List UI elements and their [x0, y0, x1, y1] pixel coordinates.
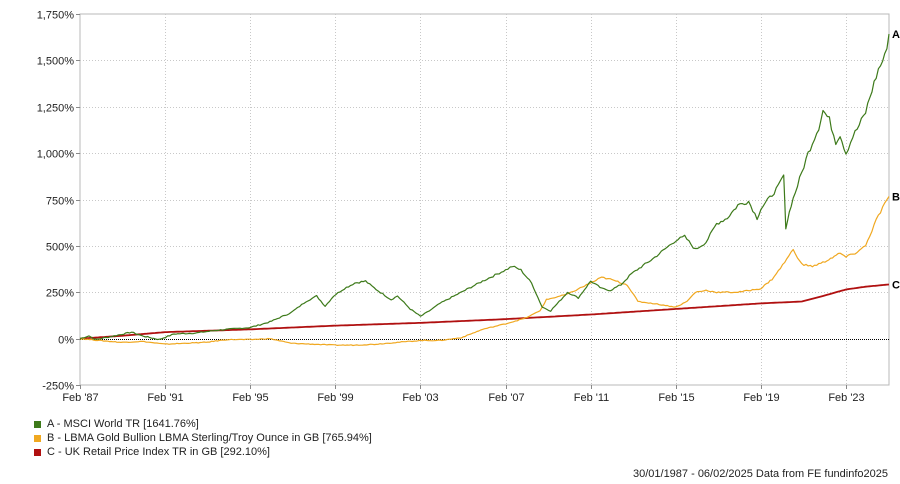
x-tick-label: Feb '91 — [147, 392, 183, 404]
x-tick-label: Feb '95 — [232, 392, 268, 404]
plot-frame — [79, 13, 890, 386]
legend-item: A - MSCI World TR [1641.76%] — [34, 417, 372, 431]
y-tick-label: -250% — [42, 381, 74, 393]
series-end-label-c: C — [892, 279, 900, 291]
series-layer — [79, 33, 890, 347]
footer-source: 30/01/1987 - 06/02/2025 Data from FE fun… — [632, 468, 888, 480]
x-tick-label: Feb '19 — [743, 392, 779, 404]
chart-svg: -250% 0% 250% 500% 750% 1,000% 1,250% 1,500% 1,7… — [37, 10, 900, 405]
x-tick-label: Feb '03 — [402, 392, 438, 404]
series-line-b — [79, 196, 890, 347]
legend-swatch-c — [34, 448, 41, 456]
y-tick-label: 1,250% — [37, 103, 75, 115]
y-tick-label: 500% — [46, 242, 74, 254]
x-tick-label: Feb '87 — [62, 392, 98, 404]
x-tick-label: Feb '23 — [828, 392, 864, 404]
legend-label-b: B - LBMA Gold Bullion LBMA Sterling/Troy… — [47, 432, 372, 444]
y-tick-label: 0% — [58, 335, 74, 347]
axis-layer: -250% 0% 250% 500% 750% 1,000% 1,250% 1,500% 1,7… — [37, 10, 865, 405]
series-end-label-a: A — [892, 29, 900, 41]
x-tick-label: Feb '99 — [317, 392, 353, 404]
legend-item: B - LBMA Gold Bullion LBMA Sterling/Troy… — [34, 431, 372, 445]
legend-swatch-b — [34, 434, 41, 442]
y-tick-label: 1,750% — [37, 10, 75, 22]
end-label-layer: C B A — [892, 29, 900, 291]
series-line-a — [79, 33, 890, 341]
x-tick-label: Feb '15 — [658, 392, 694, 404]
legend-swatch-a — [34, 420, 41, 428]
y-tick-label: 250% — [46, 288, 74, 300]
legend: A - MSCI World TR [1641.76%] B - LBMA Go… — [34, 417, 372, 459]
y-tick-label: 1,000% — [37, 149, 75, 161]
x-tick-label: Feb '07 — [488, 392, 524, 404]
grid-layer — [79, 13, 890, 386]
legend-label-c: C - UK Retail Price Index TR in GB [292.… — [47, 446, 270, 458]
y-tick-label: 1,500% — [37, 56, 75, 68]
series-end-label-b: B — [892, 192, 900, 204]
x-tick-label: Feb '11 — [574, 392, 610, 404]
legend-label-a: A - MSCI World TR [1641.76%] — [47, 418, 199, 430]
legend-item: C - UK Retail Price Index TR in GB [292.… — [34, 445, 372, 459]
y-tick-label: 750% — [46, 196, 74, 208]
